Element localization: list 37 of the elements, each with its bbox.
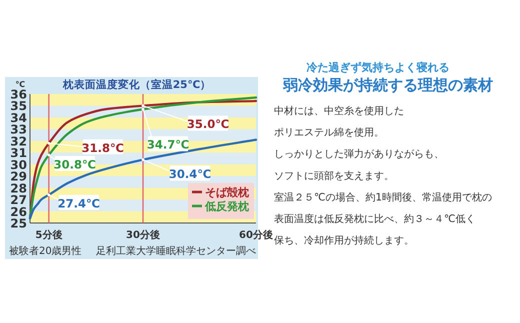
text: ポリエステル綿を使用。 bbox=[274, 126, 384, 139]
text: 被験者20歳男性 bbox=[9, 245, 82, 257]
y-tick-label: 30 bbox=[10, 158, 27, 172]
y-tick-label: 31 bbox=[10, 146, 27, 160]
chart-title: 枕表面温度変化（室温25℃） bbox=[62, 78, 212, 91]
text: 室温２５℃の場合、約1時間後、常温使用で枕の bbox=[274, 191, 492, 204]
y-tick-label: 29 bbox=[10, 170, 27, 184]
y-tick-label: 28 bbox=[10, 181, 27, 196]
data-label: 30.8℃ bbox=[54, 157, 96, 172]
x-tick-label: 60分後 bbox=[239, 229, 273, 241]
y-tick-label: 26 bbox=[10, 204, 27, 219]
text: しっかりとした弾力がありながらも、 bbox=[274, 148, 444, 160]
y-tick-label: 27 bbox=[10, 193, 27, 208]
text: 保ち、冷却作用が持続します。 bbox=[274, 234, 414, 247]
legend-label: そば殻枕 bbox=[205, 186, 250, 199]
text: 中材には、中空糸を使用した bbox=[274, 105, 404, 117]
y-tick-label: 34 bbox=[10, 110, 27, 125]
y-axis-title: ℃ bbox=[15, 80, 26, 89]
y-tick-label: 35 bbox=[10, 99, 27, 114]
y-tick-label: 36 bbox=[10, 88, 27, 102]
data-label: 35.0℃ bbox=[186, 117, 230, 132]
x-tick-label: 5分後 bbox=[35, 229, 62, 241]
y-tick-label: 32 bbox=[10, 134, 27, 148]
x-tick-label: 30分後 bbox=[126, 229, 160, 241]
text: 弱冷効果が持続する理想の素材 bbox=[282, 76, 493, 94]
text: 冷た過ぎず気持ちよく寝れる bbox=[306, 61, 450, 74]
y-tick-label: 33 bbox=[10, 122, 27, 137]
line-series bbox=[28, 138, 258, 220]
legend-label: 低反発枕 bbox=[204, 200, 250, 213]
data-label: 31.8℃ bbox=[82, 140, 124, 155]
data-label: 30.4℃ bbox=[168, 167, 212, 182]
text: ソフトに頭部を支えます。 bbox=[274, 170, 394, 182]
data-label: 27.4℃ bbox=[58, 196, 100, 210]
y-tick-label: 25 bbox=[10, 216, 27, 230]
text: 表面温度は低反発枕に比べ、約３～４℃低く bbox=[274, 213, 476, 225]
text: 足利工業大学睡眠科学センター調べ bbox=[96, 245, 256, 257]
data-label: 34.7℃ bbox=[146, 138, 190, 152]
